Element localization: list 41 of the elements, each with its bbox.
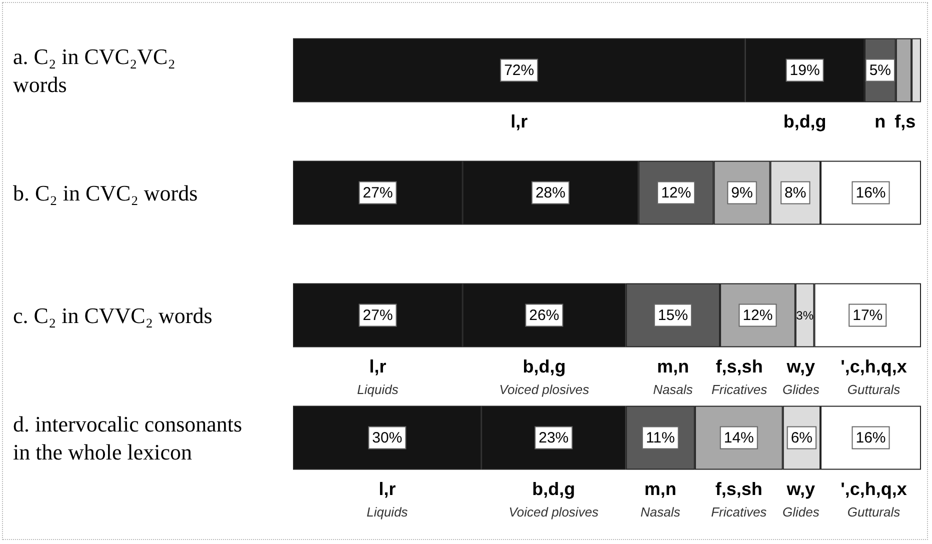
y-tick-label: c. C₂ in CVVC₂ words	[13, 302, 212, 328]
data-label: 11%	[646, 429, 675, 446]
data-label: 14%	[724, 429, 754, 446]
annotation: m,n Nasals	[640, 478, 681, 520]
y-tick-label: b. C₂ in CVC₂ words	[13, 180, 198, 206]
data-label: 16%	[856, 429, 886, 446]
data-label: 12%	[661, 184, 692, 202]
data-label: 8%	[784, 184, 806, 202]
data-label: 23%	[538, 429, 569, 446]
data-label: 17%	[852, 306, 883, 324]
data-label: 15%	[658, 306, 688, 324]
data-label: 27%	[362, 306, 393, 324]
annotation: ',c,h,q,x Gutturals	[840, 478, 907, 520]
annotation: b,d,g Voiced plosives	[508, 478, 600, 520]
data-label: 72%	[504, 62, 534, 79]
data-label: 19%	[790, 62, 820, 79]
data-label: 26%	[529, 306, 560, 324]
data-label: 9%	[731, 184, 753, 202]
annotation: w,y Glides	[782, 478, 820, 520]
data-label: 3%	[796, 308, 814, 322]
data-label: 5%	[869, 62, 892, 79]
annotation: f,s,sh Fricatives	[711, 356, 768, 397]
data-label: 27%	[362, 184, 393, 202]
annotation: w,y Glides	[782, 356, 820, 397]
annotation: f,s,sh Fricatives	[711, 478, 768, 520]
annotation: f,s	[894, 111, 916, 132]
annotation: ',c,h,q,x Gutturals	[840, 356, 907, 397]
annotation: l,r Liquids	[357, 356, 399, 397]
y-tick-label: d. intervocalic consonants in the whole lexicon	[13, 411, 248, 464]
annotation: n	[874, 111, 886, 132]
data-label: 28%	[535, 184, 566, 202]
annotation: b,d,g Voiced plosives	[499, 356, 590, 397]
data-label: 12%	[742, 306, 773, 324]
annotation: m,n Nasals	[653, 356, 694, 397]
annotation: l,r	[510, 111, 528, 132]
data-label: 6%	[790, 429, 813, 446]
annotation: b,d,g	[783, 111, 826, 132]
annotation: l,r Liquids	[366, 478, 408, 520]
y-tick-label: a. C₂ in CVC₂VC₂ words	[13, 44, 181, 97]
data-label: 16%	[856, 184, 886, 202]
data-label: 30%	[372, 429, 402, 446]
